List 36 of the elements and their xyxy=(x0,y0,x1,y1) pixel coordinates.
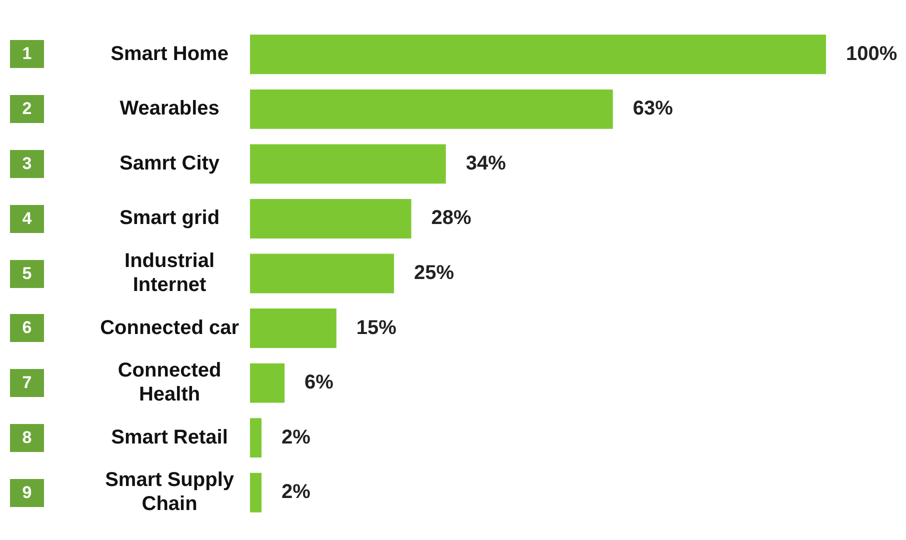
y-tick-label: Wearables xyxy=(120,98,220,120)
text: 4 xyxy=(10,204,44,233)
bar xyxy=(250,89,613,129)
data-label: 34% xyxy=(466,152,506,174)
y-tick-label: Connected car xyxy=(100,316,240,339)
text: 9 xyxy=(10,478,44,507)
bar xyxy=(250,34,826,74)
bar xyxy=(250,199,412,238)
data-label: 2% xyxy=(282,426,311,448)
text: 7 xyxy=(10,369,44,398)
bar xyxy=(250,472,262,512)
text: 5 xyxy=(10,260,44,288)
data-label: 63% xyxy=(632,98,674,120)
bar xyxy=(250,308,336,348)
y-tick-label: Smart Retail xyxy=(111,426,228,448)
bar xyxy=(250,418,262,458)
data-label: 15% xyxy=(356,316,397,339)
y-tick-label: Samrt City xyxy=(120,152,220,174)
bar xyxy=(250,144,446,184)
data-label: 25% xyxy=(414,262,454,284)
text: 1 xyxy=(10,40,44,68)
y-tick-label: Smart Supply Chain xyxy=(105,469,235,516)
text: 6 xyxy=(10,314,44,342)
y-tick-label: Smart Home xyxy=(110,42,228,65)
y-tick-label: Connected Health xyxy=(118,360,222,406)
data-label: 2% xyxy=(282,481,311,504)
y-tick-label: Industrial Internet xyxy=(124,250,215,296)
text: 8 xyxy=(10,424,44,452)
data-label: 6% xyxy=(304,372,334,394)
text: 3 xyxy=(10,150,44,178)
y-tick-label: Smart grid xyxy=(120,207,220,230)
data-label: 100% xyxy=(846,42,898,65)
data-label: 28% xyxy=(431,207,472,230)
bar xyxy=(250,363,285,403)
text: 2 xyxy=(10,95,44,124)
bar xyxy=(250,254,394,294)
